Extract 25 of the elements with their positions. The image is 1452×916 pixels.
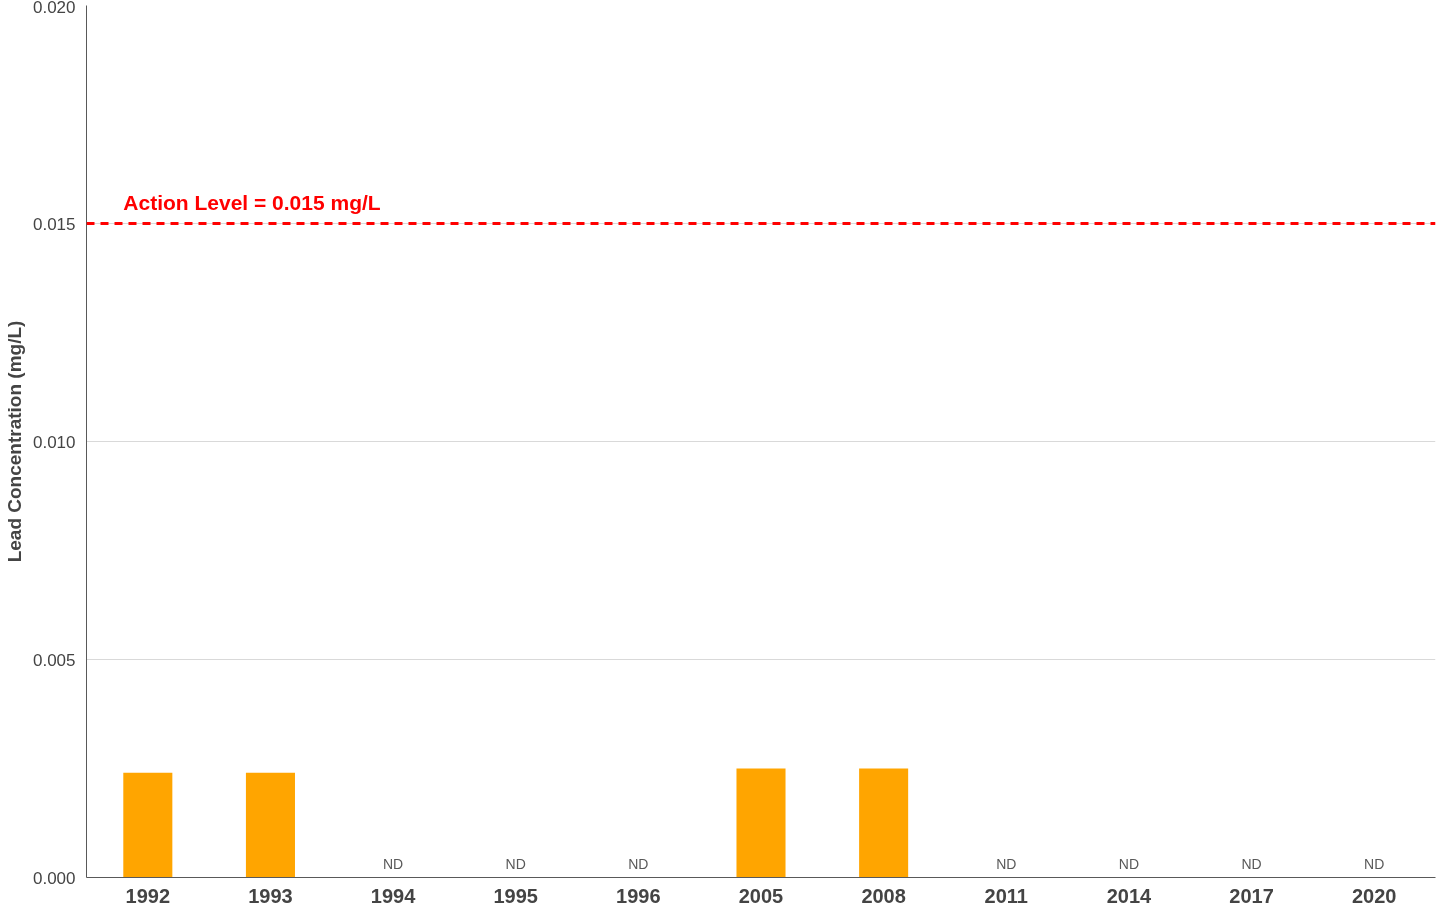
x-tick-label: 1993 [248,884,293,907]
y-tick-label: 0.020 [32,0,76,17]
x-tick-label: 2008 [861,884,906,907]
y-tick-label: 0.010 [32,432,76,452]
text: ND [1364,855,1385,872]
y-tick-label: 0.015 [32,214,76,234]
x-tick-label: 2005 [738,884,784,907]
text: ND [996,855,1017,872]
x-tick-label: 1992 [125,884,171,907]
x-tick-label: 1994 [370,884,417,907]
text: ND [628,855,649,872]
x-tick-label: 2011 [984,884,1028,907]
y-tick-label: 0.000 [32,868,76,888]
x-tick-label: 1996 [616,884,661,907]
ref-line-label: Action Level = 0.015 mg/L [123,190,381,214]
text: ND [1118,855,1140,872]
x-tick-label: 2014 [1106,884,1153,907]
y-axis-title: Lead Concentration (mg/L) [3,320,25,563]
text: ND [1241,855,1262,872]
x-tick-label: 1995 [493,884,538,907]
x-tick-label: 2017 [1229,884,1274,907]
x-tick-label: 2020 [1351,884,1397,907]
text: ND [382,855,404,872]
y-tick-label: 0.005 [32,650,76,670]
text: ND [505,855,526,872]
